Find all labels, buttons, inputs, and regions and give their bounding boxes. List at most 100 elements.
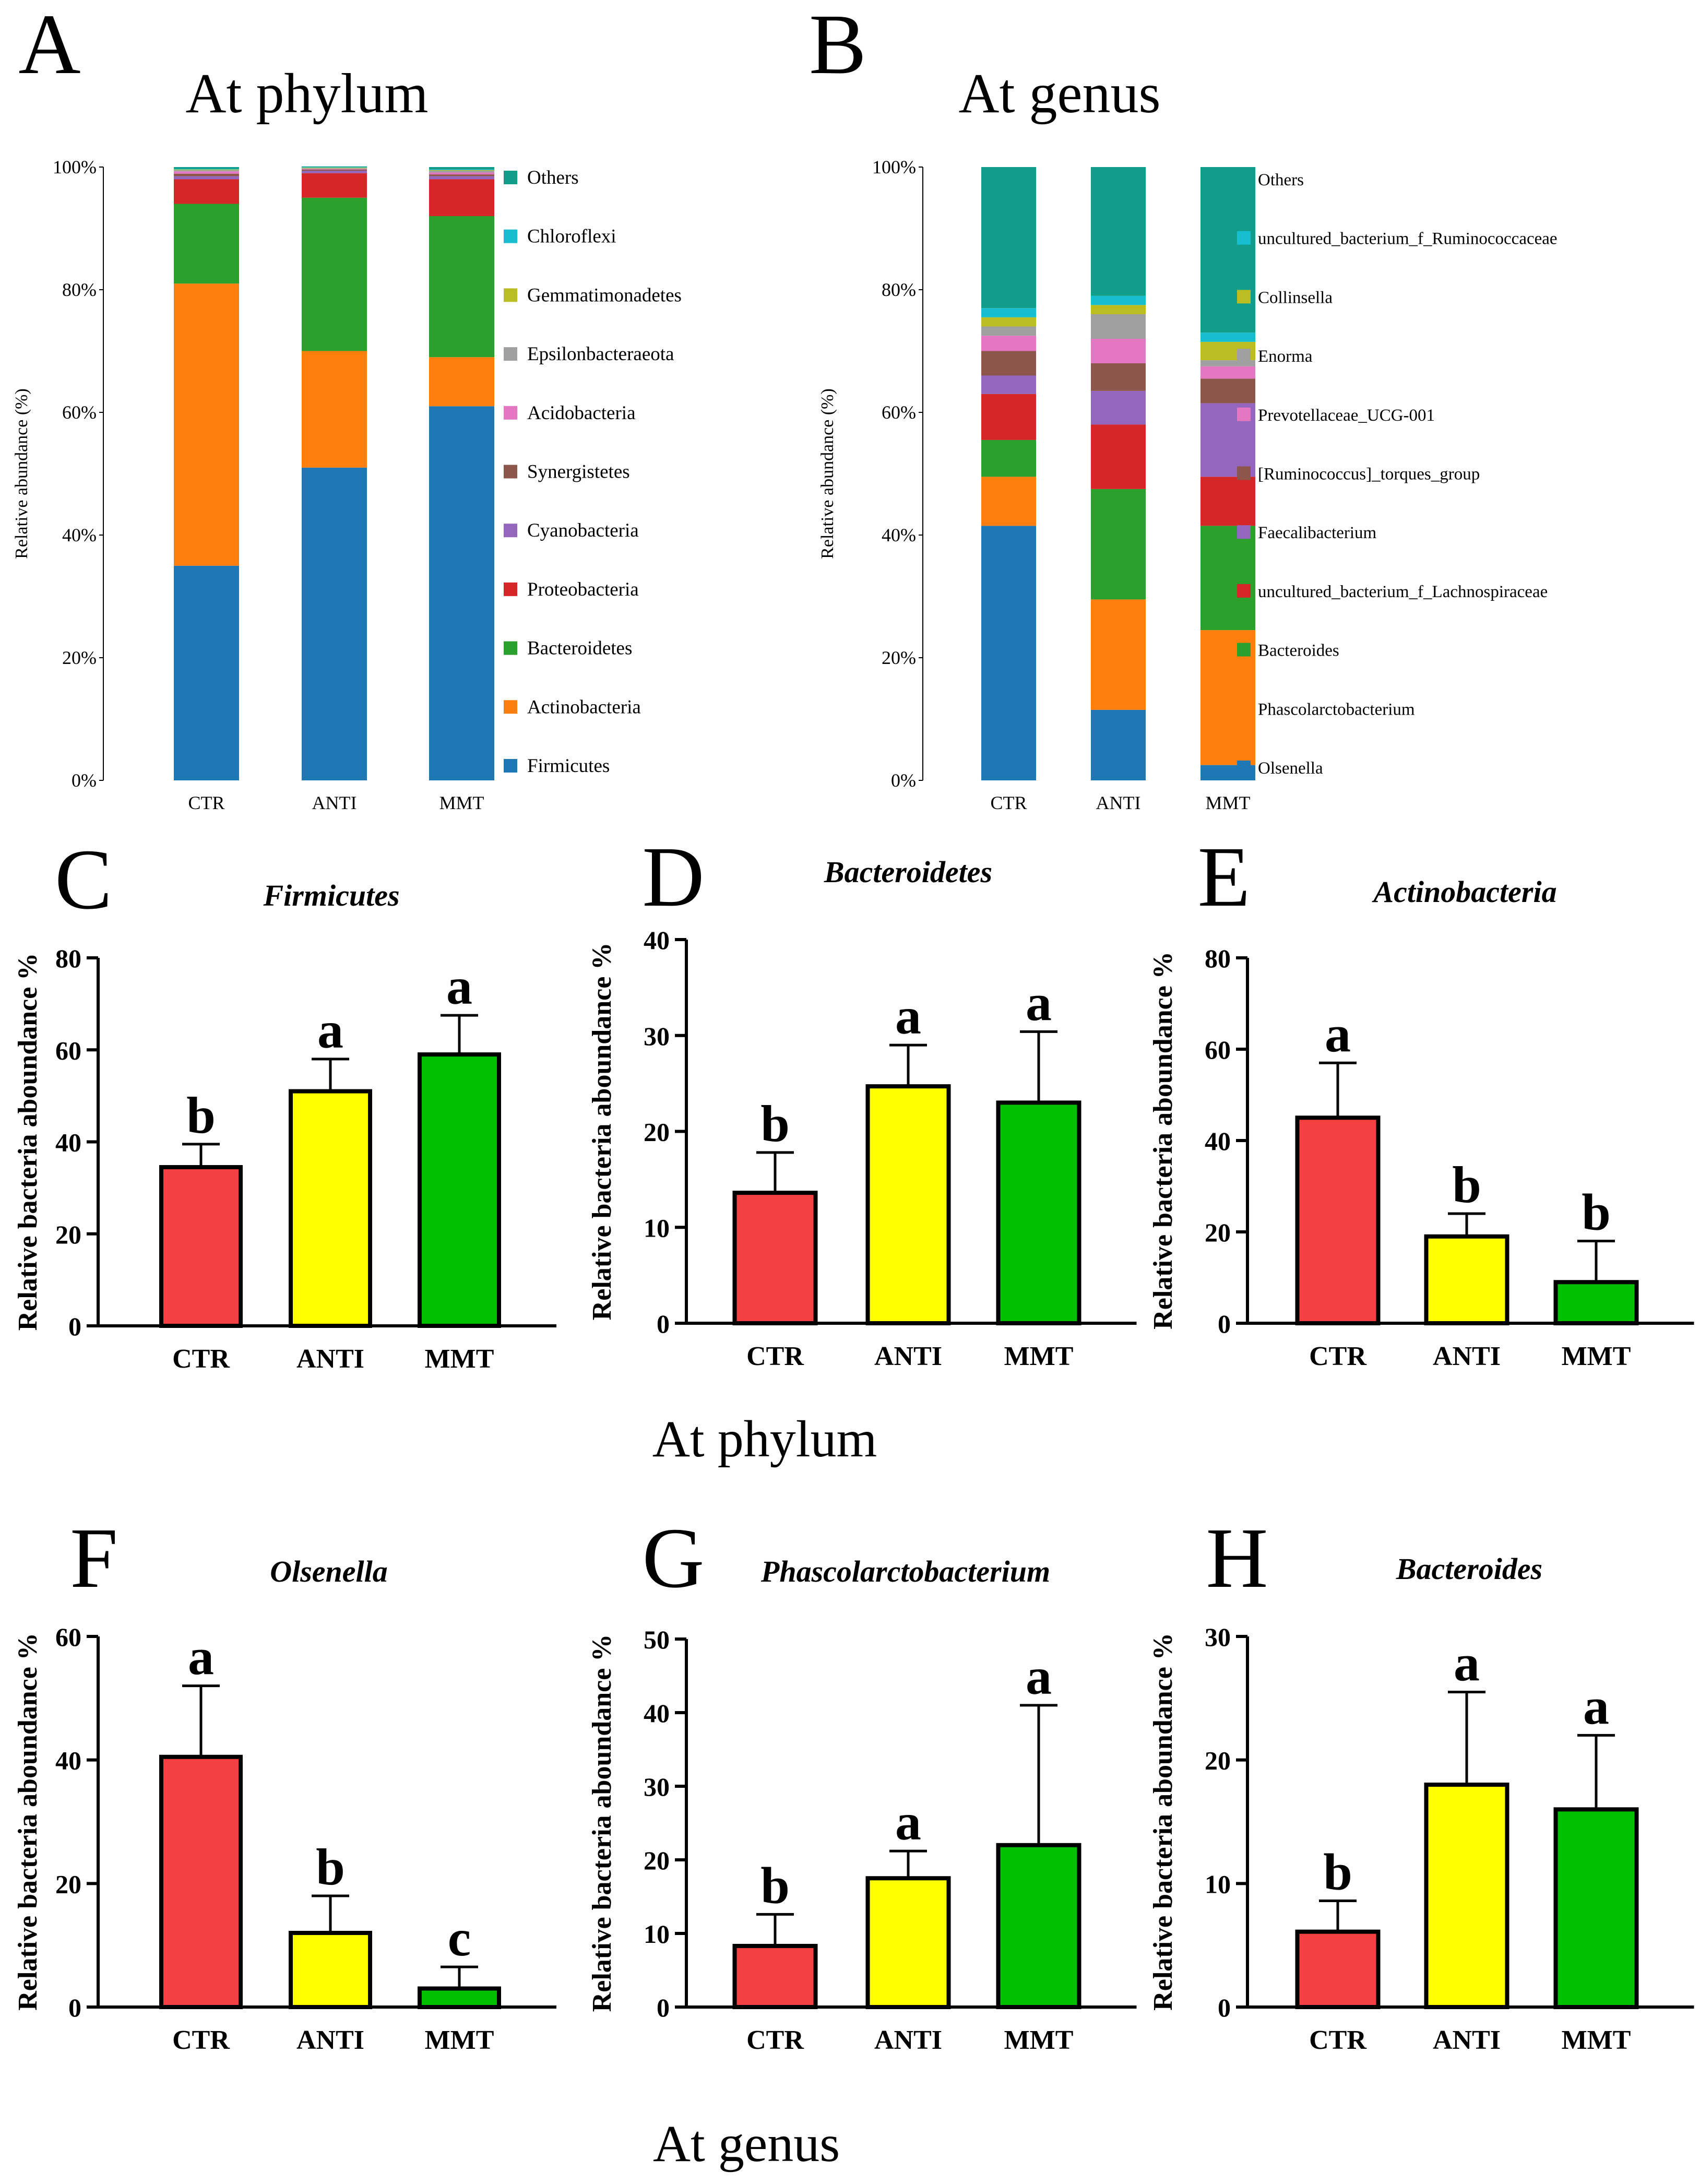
panel-a-legend-label: Synergistetes [527, 461, 630, 483]
panel-a-bar-segment [302, 169, 367, 171]
panel-a-category-label: ANTI [312, 792, 357, 813]
panel-e-significance-letter: a [1325, 1005, 1351, 1063]
panel-e-ytick-label: 60 [1205, 1035, 1231, 1064]
panel-f-letter: F [70, 1510, 118, 1606]
panel-a-ytick-label: 80% [62, 279, 97, 300]
panel-a-letter: A [18, 0, 80, 92]
panel-h-bar [1295, 1929, 1381, 2009]
panel-e-ytick-label: 20 [1205, 1218, 1231, 1247]
panel-b-category-label: MMT [1205, 792, 1250, 813]
panel-b-letter: B [809, 0, 866, 92]
panel-a-bar-segment [302, 168, 367, 169]
panel-d-ylabel: Relative bacteria aboundance % [587, 943, 617, 1321]
panel-e-ylabel: Relative bacteria aboundance % [1148, 952, 1178, 1330]
panel-b-legend-swatch [1237, 584, 1251, 598]
panel-f-category-label: ANTI [296, 2025, 364, 2055]
panel-g-category-label: CTR [746, 2025, 804, 2055]
panel-a-bar-segment [429, 216, 494, 358]
panel-e-category-label: MMT [1562, 1342, 1631, 1371]
panel-c-title: Firmicutes [263, 879, 399, 912]
panel-g-significance-letter: b [760, 1856, 790, 1914]
panel-a-legend-swatch [504, 229, 517, 243]
panel-g-bar [996, 1843, 1081, 2010]
panel-b-bar-segment [1091, 599, 1146, 710]
panel-b-legend-swatch [1237, 231, 1251, 245]
panel-e-letter: E [1198, 829, 1251, 924]
panel-b-bar-segment [981, 317, 1036, 327]
panel-a-legend-swatch [504, 288, 517, 302]
panel-c-ytick-label: 20 [55, 1220, 81, 1249]
panel-a-bar-segment [302, 351, 367, 468]
panel-a-legend-label: Chloroflexi [527, 226, 616, 247]
panel-b-legend-swatch [1237, 525, 1251, 539]
panel-a-bar-segment [174, 204, 239, 284]
panel-f-bar [289, 1931, 372, 2009]
panel-g-ytick-label: 10 [644, 1919, 670, 1949]
panel-b-bar-segment [1091, 390, 1146, 425]
panel-g-bar [865, 1876, 951, 2009]
panel-a-bar-segment [302, 173, 367, 198]
panel-b-legend-swatch [1237, 290, 1251, 304]
panel-h-category-label: CTR [1309, 2025, 1367, 2055]
panel-c-category-label: ANTI [296, 1344, 364, 1374]
panel-f-bar [159, 1754, 243, 2009]
panel-b-bar-segment [1091, 363, 1146, 391]
panel-a-bar-segment [174, 283, 239, 566]
panel-b-title: At genus [959, 63, 1161, 125]
panel-d-ytick-label: 40 [644, 925, 670, 955]
panel-b-legend-swatch [1237, 349, 1251, 363]
panel-a-ytick-label: 40% [62, 525, 97, 545]
panel-d-ytick-label: 10 [644, 1213, 670, 1242]
panel-f-category-label: MMT [425, 2025, 494, 2055]
panel-a-bar-segment [429, 170, 494, 171]
panel-d-significance-letter: b [760, 1095, 790, 1153]
panel-g-title: Phascolarctobacterium [760, 1554, 1050, 1588]
panel-b-legend-label: [Ruminococcus]_torques_group [1258, 465, 1480, 484]
panel-a-legend-swatch [504, 171, 517, 184]
panel-d-category-label: MMT [1004, 1342, 1074, 1371]
panel-e-ytick-label: 80 [1205, 944, 1231, 973]
panel-b-bar-segment [1091, 314, 1146, 339]
panel-b-ytick-label: 40% [882, 525, 916, 545]
panel-b-bar-segment [981, 167, 1036, 308]
panel-a-ytick-label: 0% [72, 770, 97, 791]
panel-e-significance-letter: b [1452, 1156, 1481, 1214]
panel-h-bar [1553, 1807, 1639, 2009]
panel-b-legend-swatch [1237, 407, 1251, 421]
panel-a-bar-segment [429, 176, 494, 180]
panel-b-legend-swatch [1237, 702, 1251, 716]
panel-g-significance-letter: a [1026, 1647, 1052, 1705]
panel-a-bar-segment [174, 176, 239, 180]
panel-f-significance-letter: c [448, 1909, 471, 1967]
section-label-genus: At genus [653, 2115, 840, 2173]
panel-e-ytick-label: 40 [1205, 1126, 1231, 1156]
panel-a-legend-swatch [504, 465, 517, 479]
panel-a-legend-label: Epsilonbacteraeota [527, 343, 674, 365]
panel-b-bar-segment [1200, 167, 1255, 333]
panel-b-legend-label: Collinsella [1258, 288, 1333, 307]
panel-d-bar [996, 1100, 1081, 1325]
panel-a-bar-segment [429, 167, 494, 170]
panel-e-bar [1553, 1280, 1639, 1325]
panel-b-bar-segment [981, 526, 1036, 780]
panel-d-category-label: ANTI [874, 1342, 942, 1371]
panel-c-letter: C [55, 832, 112, 927]
panel-b-legend-label: Phascolarctobacterium [1258, 700, 1415, 719]
panel-e-significance-letter: b [1582, 1183, 1611, 1241]
panel-h-ytick-label: 20 [1205, 1746, 1231, 1775]
panel-b-bar-segment [1091, 167, 1146, 296]
panel-b-bar-segment [1091, 295, 1146, 305]
panel-h-ylabel: Relative bacteria aboundance % [1148, 1633, 1178, 2011]
panel-e-bar [1295, 1115, 1381, 1325]
panel-d-ytick-label: 20 [644, 1118, 670, 1147]
panel-f-bar [418, 1986, 501, 2009]
panel-a-bar-segment [302, 169, 367, 170]
panel-c-ylabel: Relative bacteria aboundance % [13, 953, 43, 1331]
panel-g-ytick-label: 30 [644, 1772, 670, 1801]
panel-c-bar [159, 1165, 243, 1328]
panel-b-bar-segment [981, 351, 1036, 376]
panel-b-legend-label: Faecalibacterium [1258, 524, 1377, 542]
panel-b-category-label: CTR [990, 792, 1027, 813]
panel-a-bar-segment [429, 357, 494, 407]
